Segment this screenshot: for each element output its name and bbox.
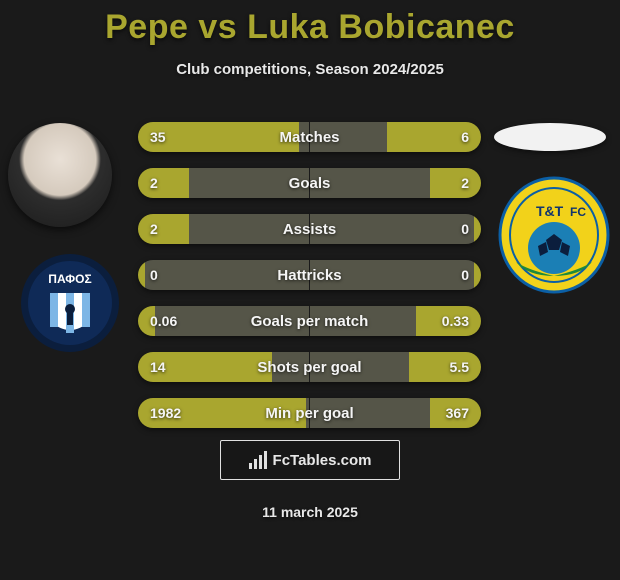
player-right-avatar: [494, 123, 606, 151]
player-left-avatar: [8, 123, 112, 227]
stat-value-left: 14: [150, 359, 166, 375]
stat-value-left: 2: [150, 221, 158, 237]
footer-brand-badge[interactable]: FcTables.com: [220, 440, 400, 480]
stat-value-right: 0: [461, 221, 469, 237]
stat-label: Goals per match: [138, 313, 481, 330]
stat-label: Min per goal: [138, 405, 481, 422]
stat-row: Shots per goal14 5.5: [138, 352, 481, 382]
stat-value-left: 2: [150, 175, 158, 191]
stat-row: Matches35 6: [138, 122, 481, 152]
stat-row: Assists2 0: [138, 214, 481, 244]
subtitle: Club competitions, Season 2024/2025: [0, 61, 620, 78]
fctables-logo-icon: [249, 451, 267, 469]
stat-value-left: 0: [150, 267, 158, 283]
stat-value-left: 0.06: [150, 313, 177, 329]
club-right-label-top: T&T: [536, 203, 564, 219]
stat-row: Goals per match0.06 0.33: [138, 306, 481, 336]
stat-label: Shots per goal: [138, 359, 481, 376]
stat-label: Matches: [138, 129, 481, 146]
stat-value-left: 1982: [150, 405, 181, 421]
stat-value-right: 2: [461, 175, 469, 191]
club-right-label-fc: FC: [570, 205, 586, 219]
stat-value-right: 5.5: [450, 359, 469, 375]
stat-label: Goals: [138, 175, 481, 192]
club-left-label: ΠΑΦΟΣ: [48, 272, 91, 286]
stat-value-left: 35: [150, 129, 166, 145]
stat-label: Hattricks: [138, 267, 481, 284]
stat-value-right: 0: [461, 267, 469, 283]
club-left-badge: ΠΑΦΟΣ: [20, 253, 120, 353]
stat-row: Min per goal1982 367: [138, 398, 481, 428]
stat-value-right: 367: [446, 405, 469, 421]
stat-row: Goals2 2: [138, 168, 481, 198]
club-right-badge: T&T FC: [498, 176, 610, 294]
footer-date: 11 march 2025: [0, 504, 620, 520]
stats-panel: Matches356Goals22Assists20Hattricks00Goa…: [138, 122, 481, 444]
stat-value-right: 6: [461, 129, 469, 145]
stat-label: Assists: [138, 221, 481, 238]
stat-row: Hattricks0 0: [138, 260, 481, 290]
stat-value-right: 0.33: [442, 313, 469, 329]
footer-brand-text: FcTables.com: [273, 452, 372, 469]
page-title: Pepe vs Luka Bobicanec: [0, 0, 620, 47]
